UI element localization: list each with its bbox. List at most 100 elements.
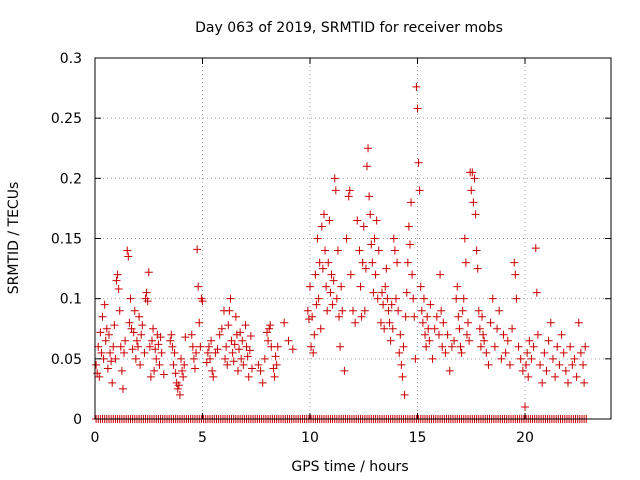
data-point <box>437 306 446 315</box>
y-tick-label: 0.15 <box>51 232 82 248</box>
data-point <box>322 282 331 291</box>
data-point <box>396 330 405 339</box>
data-point <box>393 258 402 267</box>
data-point <box>428 354 437 363</box>
data-point <box>357 312 366 321</box>
data-point <box>254 360 263 369</box>
data-point <box>194 282 203 291</box>
data-point <box>411 354 420 363</box>
data-point <box>258 378 267 387</box>
data-point <box>314 294 323 303</box>
data-point <box>462 330 471 339</box>
data-point <box>98 312 107 321</box>
data-point <box>109 342 118 351</box>
data-point <box>118 384 127 393</box>
data-point <box>362 162 371 171</box>
data-point <box>270 372 279 381</box>
data-point <box>280 318 289 327</box>
data-point <box>170 348 179 357</box>
data-point <box>211 348 220 357</box>
data-point <box>235 345 244 354</box>
data-point <box>514 342 523 351</box>
data-point <box>367 240 376 249</box>
data-point <box>453 282 462 291</box>
data-point <box>522 360 531 369</box>
data-point <box>333 246 342 255</box>
data-point <box>100 300 109 309</box>
data-point <box>325 216 334 225</box>
data-point <box>103 364 112 373</box>
y-tick-label: 0.05 <box>51 352 82 368</box>
data-point <box>383 294 392 303</box>
data-point <box>402 288 411 297</box>
data-point <box>374 246 383 255</box>
data-point <box>438 342 447 351</box>
data-point <box>307 342 316 351</box>
data-point <box>508 324 517 333</box>
data-point <box>168 342 177 351</box>
data-point <box>309 348 318 357</box>
data-point <box>169 360 178 369</box>
data-point <box>229 357 238 366</box>
data-point <box>394 306 403 315</box>
data-point <box>104 330 113 339</box>
data-point <box>244 372 253 381</box>
data-point <box>501 348 510 357</box>
data-point <box>380 324 389 333</box>
data-point <box>236 328 245 337</box>
data-point <box>423 312 432 321</box>
data-point <box>273 342 282 351</box>
data-point <box>237 354 246 363</box>
data-point <box>263 328 271 337</box>
data-point <box>413 104 422 113</box>
data-point <box>342 234 351 243</box>
data-point <box>412 82 421 91</box>
data-point <box>419 294 428 303</box>
data-point <box>476 342 485 351</box>
data-point <box>188 342 197 351</box>
data-point <box>450 336 459 345</box>
data-point <box>364 144 373 153</box>
data-point <box>321 246 330 255</box>
data-point <box>432 312 441 321</box>
data-point <box>400 390 409 399</box>
data-point <box>568 360 577 369</box>
data-point <box>580 378 589 387</box>
data-point <box>284 336 293 345</box>
data-point <box>331 186 340 195</box>
data-point <box>195 318 204 327</box>
data-point <box>425 336 434 345</box>
data-point <box>125 318 134 327</box>
data-point <box>131 354 140 363</box>
data-point <box>107 357 116 366</box>
data-point <box>159 370 168 379</box>
data-point <box>387 300 396 309</box>
data-point <box>247 364 256 373</box>
data-point <box>505 360 514 369</box>
data-point <box>326 288 335 297</box>
data-point <box>521 402 529 411</box>
data-point <box>130 306 139 315</box>
data-point <box>546 318 555 327</box>
data-point <box>198 297 207 306</box>
x-tick-label: 5 <box>198 430 207 446</box>
data-point <box>410 312 419 321</box>
data-point <box>93 369 102 378</box>
data-point <box>225 306 234 315</box>
data-point <box>230 340 239 349</box>
data-point <box>207 336 216 345</box>
data-point <box>306 282 314 291</box>
data-point <box>124 252 133 261</box>
data-point <box>204 342 213 351</box>
data-point <box>221 354 230 363</box>
data-point <box>190 364 199 373</box>
data-point <box>223 360 232 369</box>
chart-title: Day 063 of 2019, SRMTID for receiver mob… <box>195 20 503 36</box>
data-point <box>389 234 398 243</box>
data-point <box>490 342 499 351</box>
data-point <box>373 294 382 303</box>
y-axis-tick-labels: 0 0.05 0.1 0.15 0.2 0.25 0.3 <box>51 51 82 428</box>
data-point <box>525 336 534 345</box>
data-point <box>540 348 549 357</box>
data-point <box>455 324 464 333</box>
